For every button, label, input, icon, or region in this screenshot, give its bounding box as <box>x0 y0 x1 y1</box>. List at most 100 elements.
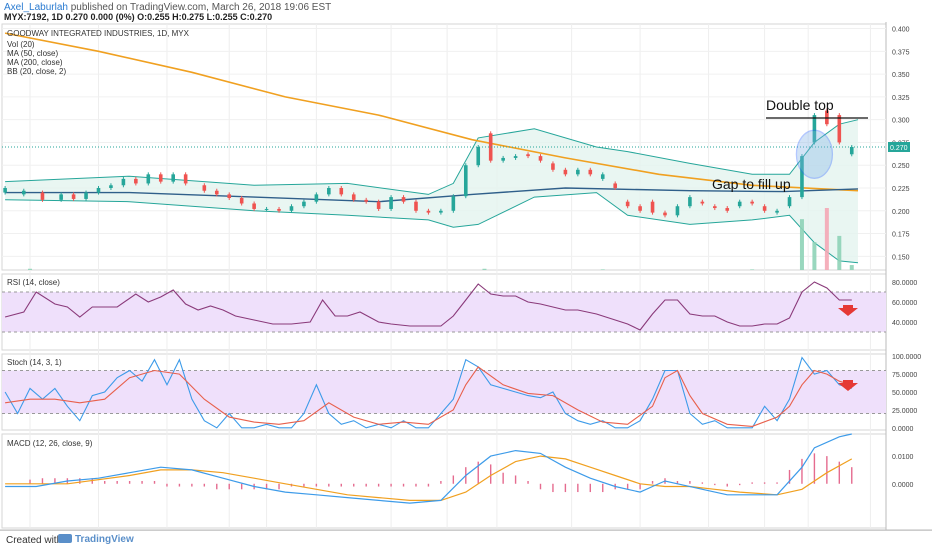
candle-body <box>526 154 530 157</box>
candle-body <box>638 206 642 211</box>
volume-bar <box>837 235 842 270</box>
rsi-title: RSI (14, close) <box>7 278 60 287</box>
candle-body <box>21 190 26 195</box>
stoch-d-line <box>5 366 852 427</box>
candle-body <box>700 201 705 204</box>
candle-body <box>650 201 655 213</box>
macd-signal-line <box>5 455 853 501</box>
candle-body <box>3 188 7 193</box>
macd-histogram-bar <box>191 483 193 487</box>
candle-body <box>264 208 269 210</box>
volume-bar <box>482 268 487 270</box>
candle-body <box>800 156 804 198</box>
macd-histogram-bar <box>166 483 168 487</box>
ohlc-line: MYX:7192, 1D 0.270 0.000 (0%) O:0.255 H:… <box>4 12 273 22</box>
macd-histogram-bar <box>676 481 679 484</box>
candle-body <box>376 201 381 209</box>
chart-canvas[interactable]: Oct16Nov1322Dec18201815Feb19Mar1221Apr0.… <box>0 22 932 530</box>
candle-body <box>327 188 331 195</box>
candle-body <box>737 201 742 207</box>
volume-bar <box>799 219 804 270</box>
candle-body <box>426 210 431 213</box>
macd-histogram-bar <box>838 461 841 484</box>
rsi-tick-label: 60.0000 <box>892 300 917 307</box>
indicator-legend-item: MA (200, close) <box>7 58 63 67</box>
chart-header: Axel_Laburlah published on TradingView.c… <box>0 0 932 22</box>
volume-bar <box>600 269 605 270</box>
macd-histogram-bar <box>689 481 691 484</box>
candle-body <box>451 196 456 211</box>
macd-histogram-bar <box>564 483 567 493</box>
macd-histogram-bar <box>340 483 342 487</box>
rsi-tick-label: 80.0000 <box>892 280 917 287</box>
macd-histogram-bar <box>79 478 81 484</box>
candle-body <box>675 206 680 216</box>
created-with-text: Created with <box>6 535 63 546</box>
candle-body <box>121 178 126 186</box>
macd-histogram-bar <box>813 453 816 484</box>
published-text: published on TradingView.com, March 26, … <box>70 2 332 13</box>
macd-histogram-bar <box>851 467 853 484</box>
candle-body <box>214 190 219 195</box>
candle-body <box>202 185 207 191</box>
macd-histogram-bar <box>116 481 118 484</box>
macd-histogram-bar <box>141 481 143 484</box>
candle-body <box>59 194 63 200</box>
macd-tick-label: 0.0000 <box>892 482 914 489</box>
candle-body <box>787 197 792 207</box>
volume-bar <box>812 242 817 270</box>
candle-body <box>389 197 393 209</box>
macd-histogram-bar <box>303 483 305 487</box>
candle-body <box>401 197 406 202</box>
publisher-line: Axel_Laburlah published on TradingView.c… <box>4 2 331 13</box>
macd-tick-label: 0.0100 <box>892 454 914 461</box>
candle-body <box>501 157 505 161</box>
candle-body <box>146 174 151 184</box>
author-link[interactable]: Axel_Laburlah <box>4 2 68 13</box>
candle-body <box>476 147 481 166</box>
macd-histogram-bar <box>651 481 654 484</box>
annotation-double-top: Double top <box>766 97 834 113</box>
stoch-tick-label: 50.0000 <box>892 390 917 397</box>
macd-histogram-bar <box>278 483 280 490</box>
macd-histogram-bar <box>701 482 704 484</box>
macd-histogram-bar <box>539 483 542 490</box>
candle-body <box>825 110 829 125</box>
macd-histogram-bar <box>788 469 791 484</box>
candle-body <box>289 206 294 211</box>
price-chart-title: GOODWAY INTEGRATED INDUSTRIES, 1D, MYX <box>7 29 190 38</box>
stoch-tick-label: 100.0000 <box>892 354 921 361</box>
macd-histogram-bar <box>440 481 442 484</box>
candle-body <box>239 198 244 204</box>
candle-body <box>551 163 555 170</box>
candle-body <box>750 201 754 204</box>
stoch-tick-label: 75.0000 <box>892 372 917 379</box>
macd-histogram-bar <box>402 483 405 487</box>
footer: Created with TradingView <box>0 530 932 551</box>
tradingview-logo[interactable]: TradingView <box>58 534 134 545</box>
macd-histogram-bar <box>415 483 417 487</box>
volume-bar <box>849 265 854 270</box>
candle-body <box>158 174 163 182</box>
price-tick-label: 0.350 <box>892 72 910 79</box>
price-tick-label: 0.400 <box>892 27 910 34</box>
candle-body <box>227 194 232 199</box>
candle-body <box>109 185 113 188</box>
macd-histogram-bar <box>527 481 529 484</box>
macd-histogram-bar <box>377 483 380 487</box>
candle-body <box>252 203 256 209</box>
macd-histogram-bar <box>328 483 330 487</box>
rsi-line <box>4 281 852 331</box>
macd-histogram-bar <box>489 464 492 484</box>
price-tick-label: 0.325 <box>892 95 910 102</box>
candle-body <box>762 206 767 211</box>
macd-histogram-bar <box>452 475 455 484</box>
stoch-tick-label: 0.0000 <box>892 426 914 433</box>
macd-histogram-bar <box>801 458 803 484</box>
candle-body <box>613 183 617 188</box>
stoch-band <box>2 370 886 414</box>
macd-histogram-bar <box>390 483 392 487</box>
macd-histogram-bar <box>41 478 44 484</box>
price-tick-label: 0.200 <box>892 209 910 216</box>
macd-histogram-bar <box>751 482 753 484</box>
